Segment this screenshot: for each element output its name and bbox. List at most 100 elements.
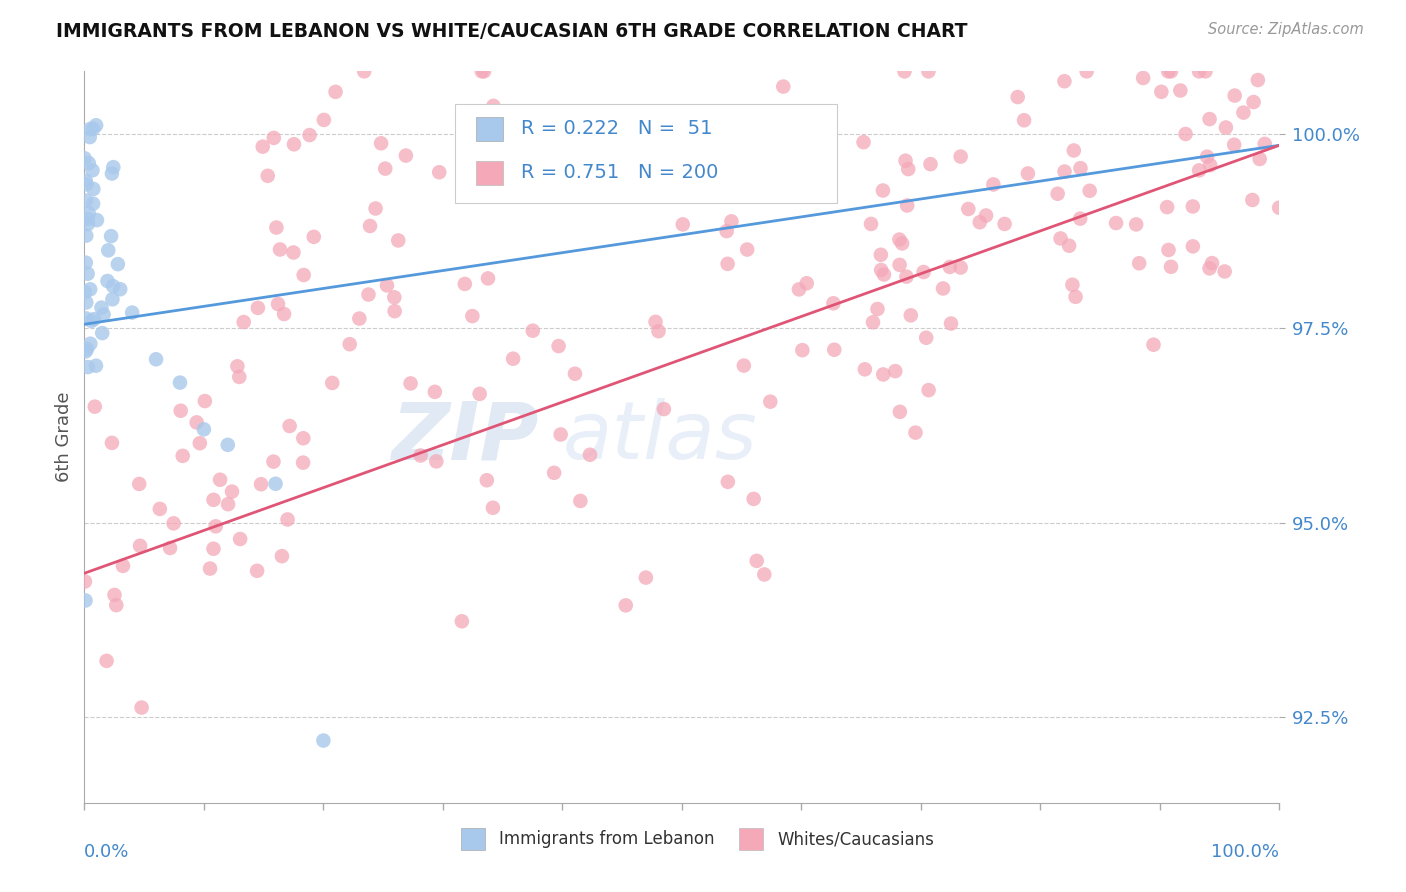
Point: [209, 473, 232, 487]
Point: [652, 402, 675, 417]
Point: [564, 367, 586, 381]
Point: [75, 174, 97, 188]
Point: [77, 359, 100, 374]
Point: [425, 454, 447, 468]
Point: [477, 271, 499, 285]
Point: [1062, 277, 1084, 292]
Point: [399, 376, 422, 391]
Point: [1201, 256, 1223, 270]
Point: [900, 309, 922, 323]
Point: [103, 160, 125, 174]
Point: [1105, 216, 1128, 230]
Point: [292, 431, 315, 445]
Point: [382, 290, 405, 304]
Point: [77, 206, 100, 220]
Point: [364, 202, 387, 216]
Point: [939, 317, 962, 331]
Point: [202, 541, 225, 556]
Point: [1012, 113, 1035, 128]
Point: [453, 149, 475, 163]
Point: [461, 309, 484, 323]
Point: [1125, 218, 1147, 232]
Point: [221, 484, 243, 499]
Point: [264, 476, 287, 491]
Point: [271, 549, 294, 563]
Point: [250, 477, 273, 491]
Point: [1198, 112, 1220, 126]
Point: [263, 454, 285, 468]
Point: [82, 182, 104, 196]
Point: [246, 564, 269, 578]
Text: Whites/Caucasians: Whites/Caucasians: [778, 830, 935, 848]
Point: [482, 500, 505, 515]
Point: [1170, 83, 1192, 97]
Point: [983, 178, 1005, 192]
Point: [869, 248, 891, 262]
Point: [482, 99, 505, 113]
Point: [1215, 120, 1237, 135]
Point: [475, 473, 498, 487]
Bar: [456, 104, 838, 203]
Point: [1243, 95, 1265, 109]
Point: [93, 308, 115, 322]
Point: [423, 384, 446, 399]
Bar: [740, 829, 763, 850]
Point: [453, 123, 475, 137]
Point: [101, 167, 124, 181]
Text: 0.0%: 0.0%: [84, 843, 129, 861]
Point: [1049, 231, 1071, 245]
Point: [302, 230, 325, 244]
Point: [1150, 85, 1173, 99]
Point: [1156, 200, 1178, 214]
Point: [273, 307, 295, 321]
Text: atlas: atlas: [562, 398, 758, 476]
Text: R = 0.751   N = 200: R = 0.751 N = 200: [520, 163, 718, 182]
Point: [79, 336, 101, 351]
Point: [267, 297, 290, 311]
Point: [1174, 127, 1197, 141]
Point: [198, 561, 221, 575]
Point: [1053, 74, 1076, 88]
Point: [893, 64, 915, 78]
Point: [395, 148, 418, 162]
Point: [100, 229, 122, 244]
Point: [823, 343, 845, 357]
Point: [862, 315, 884, 329]
Point: [128, 477, 150, 491]
Point: [193, 422, 215, 436]
Point: [252, 139, 274, 153]
Point: [269, 243, 291, 257]
Point: [101, 279, 124, 293]
Point: [896, 269, 918, 284]
Point: [672, 218, 695, 232]
Point: [745, 554, 768, 568]
Point: [1017, 166, 1039, 180]
Point: [384, 304, 406, 318]
Point: [325, 85, 347, 99]
Point: [283, 245, 305, 260]
Point: [149, 502, 172, 516]
Point: [472, 64, 495, 78]
Bar: [461, 829, 485, 850]
Bar: [477, 117, 503, 141]
Point: [349, 311, 371, 326]
Point: [129, 539, 152, 553]
Point: [1046, 186, 1069, 201]
Point: [787, 282, 810, 296]
Point: [75, 295, 97, 310]
Point: [246, 301, 269, 315]
Point: [292, 456, 315, 470]
Point: [634, 571, 657, 585]
Point: [353, 64, 375, 78]
Point: [1249, 152, 1271, 166]
Text: R = 0.222   N =  51: R = 0.222 N = 51: [520, 120, 711, 138]
Point: [853, 362, 876, 376]
Point: [1064, 290, 1087, 304]
Point: [359, 219, 381, 233]
Point: [83, 312, 105, 326]
Point: [79, 282, 101, 296]
Point: [884, 364, 907, 378]
Point: [83, 400, 105, 414]
Point: [1198, 261, 1220, 276]
Point: [283, 137, 305, 152]
